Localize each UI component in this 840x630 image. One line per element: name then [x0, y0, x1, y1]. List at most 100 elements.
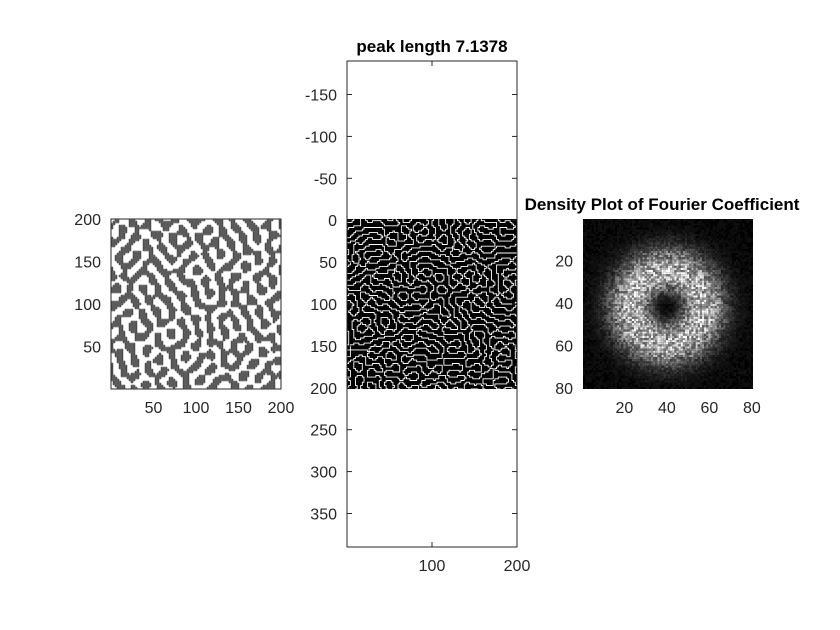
- fourier-cell: [695, 340, 698, 343]
- fourier-cell: [678, 278, 681, 281]
- fourier-cell: [719, 284, 722, 288]
- fourier-cell: [689, 270, 692, 273]
- fourier-cell: [665, 261, 669, 264]
- fourier-cell: [674, 355, 677, 358]
- fourier-cell: [600, 263, 603, 266]
- fourier-cell: [653, 248, 656, 251]
- fourier-cell: [619, 238, 622, 241]
- fourier-cell: [651, 329, 654, 332]
- fourier-cell: [716, 250, 720, 254]
- fourier-cell: [672, 357, 675, 360]
- fourier-cell: [665, 312, 669, 315]
- fourier-cell: [655, 299, 658, 302]
- fourier-cell: [593, 280, 596, 283]
- fourier-cell: [672, 325, 675, 328]
- fourier-cell: [604, 316, 607, 319]
- fourier-cell: [712, 338, 715, 341]
- fourier-cell: [612, 255, 615, 258]
- fourier-cell: [727, 310, 730, 313]
- fourier-cell: [736, 352, 739, 356]
- fourier-cell: [644, 321, 647, 324]
- fourier-cell: [585, 323, 588, 326]
- fourier-cell: [665, 340, 669, 343]
- fourier-cell: [708, 308, 711, 311]
- fourier-cell: [640, 304, 643, 307]
- fourier-cell: [621, 304, 624, 307]
- fourier-cell: [682, 236, 686, 239]
- fourier-cell: [702, 318, 705, 322]
- fourier-cell: [631, 231, 635, 234]
- fourier-cell: [597, 321, 601, 324]
- fourier-cell: [651, 255, 654, 258]
- fourier-cell: [648, 335, 652, 339]
- fourier-cell: [591, 346, 594, 349]
- fourier-cell: [721, 318, 724, 322]
- fourier-cell: [738, 295, 741, 298]
- fourier-cell: [583, 248, 586, 251]
- fourier-cell: [710, 329, 713, 332]
- fourier-cell: [742, 308, 745, 311]
- fourier-cell: [663, 250, 666, 254]
- fourier-cell: [687, 270, 690, 273]
- fourier-cell: [627, 342, 630, 345]
- fourier-cell: [727, 327, 730, 330]
- fourier-cell: [733, 321, 737, 324]
- fourier-cell: [646, 225, 649, 228]
- fourier-cell: [740, 257, 743, 260]
- fourier-cell: [595, 357, 598, 360]
- fourier-cell: [670, 253, 673, 256]
- fourier-cell: [702, 342, 705, 345]
- fourier-cell: [693, 267, 696, 271]
- fourier-cell: [725, 316, 728, 319]
- fourier-cell: [712, 242, 715, 245]
- fourier-cell: [642, 233, 645, 237]
- fourier-cell: [589, 287, 592, 290]
- fourier-cell: [721, 284, 724, 288]
- fourier-cell: [729, 340, 732, 343]
- fourier-cell: [591, 314, 594, 317]
- fourier-cell: [621, 253, 624, 256]
- fourier-cell: [693, 346, 696, 349]
- fourier-cell: [738, 321, 741, 324]
- fourier-cell: [702, 323, 705, 326]
- fourier-cell: [636, 236, 639, 239]
- fourier-cell: [731, 323, 734, 326]
- fourier-cell: [659, 306, 662, 309]
- fourier-cell: [625, 229, 628, 232]
- fourier-cell: [655, 253, 658, 256]
- fourier-cell: [746, 289, 749, 292]
- fourier-cell: [738, 323, 741, 326]
- fourier-cell: [642, 314, 645, 317]
- fourier-cell: [665, 282, 669, 285]
- fourier-cell: [733, 340, 737, 343]
- fourier-cell: [602, 272, 605, 275]
- fourier-cell: [638, 297, 641, 300]
- fourier-cell: [619, 310, 622, 313]
- fourier-cell: [617, 331, 620, 334]
- fourier-cell: [744, 240, 747, 243]
- fourier-cell: [689, 280, 692, 283]
- fourier-cell: [627, 244, 630, 247]
- fourier-cell: [740, 293, 743, 296]
- fourier-cell: [636, 284, 639, 288]
- fourier-cell: [661, 231, 664, 234]
- fourier-cell: [695, 227, 698, 230]
- fourier-cell: [670, 357, 673, 360]
- fourier-cell: [706, 227, 709, 230]
- fourier-cell: [642, 282, 645, 285]
- fourier-cell: [631, 229, 635, 232]
- fourier-cell: [685, 278, 688, 281]
- fourier-cell: [617, 335, 620, 339]
- fourier-cell: [589, 259, 592, 262]
- fourier-cell: [742, 270, 745, 273]
- fourier-cell: [597, 312, 601, 315]
- fourier-cell: [593, 293, 596, 296]
- fourier-cell: [646, 253, 649, 256]
- fourier-cell: [631, 261, 635, 264]
- fourier-cell: [695, 233, 698, 237]
- fourier-cell: [725, 272, 728, 275]
- fourier-cell: [746, 284, 749, 288]
- fourier-cell: [672, 276, 675, 279]
- fourier-cell: [591, 276, 594, 279]
- fourier-cell: [731, 236, 734, 239]
